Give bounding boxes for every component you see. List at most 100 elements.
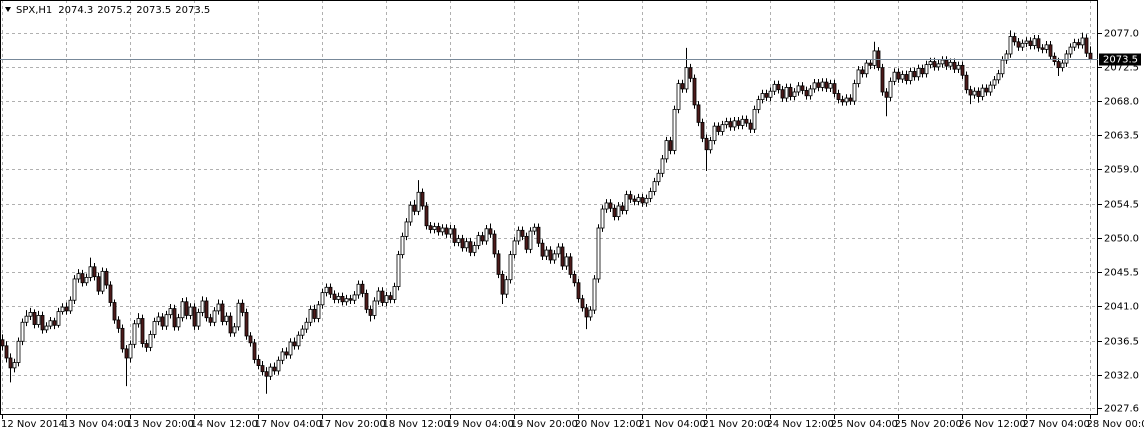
candle-body	[112, 302, 117, 321]
candle-body	[644, 197, 649, 204]
y-tick-label: 2059.0	[1104, 165, 1139, 176]
candle-body	[580, 298, 585, 309]
candle-body	[436, 226, 441, 233]
candle-body	[48, 320, 53, 327]
y-tick-label: 2068.0	[1104, 97, 1139, 108]
candle-body	[404, 221, 409, 237]
candle-body	[892, 71, 897, 82]
candle-body	[372, 300, 377, 316]
candle-body	[920, 68, 925, 75]
candle-body	[64, 306, 69, 312]
candle-body	[76, 273, 81, 280]
candle-body	[716, 125, 721, 132]
candle-body	[900, 74, 905, 80]
candle-body	[952, 61, 957, 70]
candle-body	[1000, 59, 1005, 75]
candle-body	[756, 99, 761, 110]
candle-body	[1076, 42, 1081, 46]
candle-body	[1020, 42, 1025, 48]
candle-body	[1016, 41, 1021, 48]
candle-body	[336, 296, 341, 300]
candle-body	[208, 317, 213, 323]
candle-body	[268, 366, 273, 377]
low-value: 2073.5	[136, 5, 171, 16]
candle-body	[412, 204, 417, 212]
x-tick-label: 25 Nov 04:00	[831, 419, 898, 430]
candle-body	[668, 140, 673, 151]
candle-body	[292, 341, 297, 347]
x-tick-label: 19 Nov 20:00	[511, 419, 578, 430]
candle-body	[1008, 36, 1013, 55]
candle-body	[120, 327, 125, 350]
candle-body	[700, 121, 705, 139]
open-value: 2074.3	[58, 5, 93, 16]
candle-body	[576, 282, 581, 300]
candle-body	[252, 342, 257, 360]
candle-body	[1088, 52, 1093, 60]
candle-body	[976, 90, 981, 97]
candle-body	[816, 82, 821, 88]
candle-body	[1052, 55, 1057, 62]
candle-body	[88, 266, 93, 278]
candle-body	[684, 67, 689, 90]
candle-body	[52, 320, 57, 326]
x-tick-label: 12 Nov 2014	[1, 419, 65, 430]
candle-body	[792, 91, 797, 97]
candle-body	[508, 254, 513, 281]
candle-body	[964, 74, 969, 91]
candle-body	[628, 194, 633, 200]
candle-body	[168, 308, 173, 316]
candle-body	[796, 85, 801, 93]
x-tick-label: 17 Nov 20:00	[319, 419, 386, 430]
candle-body	[568, 256, 573, 275]
candle-body	[380, 290, 385, 303]
candle-body	[92, 266, 97, 278]
candle-body	[212, 310, 217, 323]
candle-body	[596, 227, 601, 280]
high-value: 2075.2	[97, 5, 132, 16]
candle-body	[228, 315, 233, 334]
candle-body	[560, 246, 565, 267]
candle-body	[344, 298, 349, 303]
candle-body	[1080, 37, 1085, 46]
candle-body	[36, 315, 41, 325]
y-tick-label: 2063.5	[1104, 131, 1139, 142]
candle-body	[156, 316, 161, 322]
grid	[0, 0, 1098, 415]
candle-body	[116, 319, 121, 329]
candle-body	[500, 273, 505, 295]
candle-body	[788, 87, 793, 97]
candle-body	[188, 306, 193, 316]
candle-body	[760, 93, 765, 100]
candle-body	[608, 202, 613, 209]
menu-arrow[interactable]	[5, 7, 11, 12]
candle-body	[624, 194, 629, 211]
candle-body	[164, 314, 169, 327]
candle-body	[960, 64, 965, 76]
candle-body	[96, 276, 101, 292]
candle-body	[360, 283, 365, 294]
candle-body	[884, 91, 889, 98]
x-tick-label: 26 Nov 12:00	[959, 419, 1026, 430]
candle-body	[476, 235, 481, 246]
candle-body	[384, 295, 389, 303]
candle-body	[428, 225, 433, 230]
candle-body	[0, 339, 5, 347]
y-tick-label: 2032.0	[1104, 371, 1139, 382]
candle-body	[440, 227, 445, 233]
candle-body	[136, 318, 141, 325]
candle-body	[528, 230, 533, 250]
candle-body	[732, 120, 737, 128]
candle-body	[28, 311, 33, 317]
candle-body	[80, 273, 85, 284]
candle-body	[272, 366, 277, 372]
candle-body	[424, 205, 429, 227]
candle-body	[464, 241, 469, 249]
candle-body	[776, 83, 781, 91]
candle-body	[176, 317, 181, 328]
candle-body	[664, 140, 669, 160]
candle-body	[420, 191, 425, 207]
candle-body	[940, 59, 945, 65]
candle-body	[32, 311, 37, 325]
